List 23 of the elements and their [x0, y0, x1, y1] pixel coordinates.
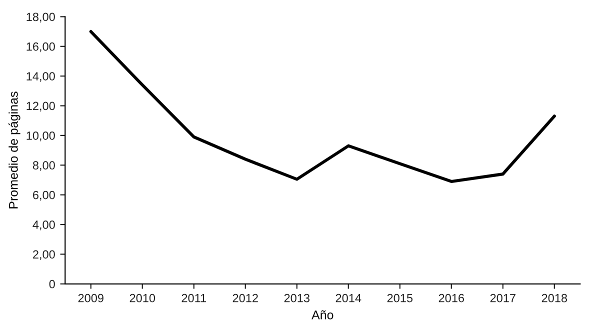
y-tick-label: 14,00 [26, 72, 55, 82]
y-axis-title: Promedio de páginas [8, 92, 20, 208]
x-tick-label: 2011 [182, 294, 206, 302]
x-tick-label: 2016 [438, 294, 464, 302]
y-tick-label: 12,00 [26, 102, 55, 112]
x-tick-label: 2013 [284, 294, 310, 302]
y-tick-label: 4,00 [32, 220, 55, 230]
x-tick-label: 2018 [542, 294, 568, 302]
y-tick-label: 10,00 [26, 131, 55, 142]
x-tick-label: 2009 [78, 294, 104, 302]
line-series [89, 30, 556, 184]
y-tick-label: 0 [49, 280, 55, 288]
x-tick-label: 2017 [490, 294, 516, 302]
y-tick-label: 16,00 [26, 42, 55, 52]
x-axis-title: Año [312, 310, 334, 320]
x-tick-label: 2010 [130, 294, 156, 302]
x-tick-label: 2014 [336, 294, 362, 302]
y-tick-label: 2,00 [33, 250, 55, 260]
x-tick-label: 2012 [232, 294, 258, 302]
y-tick-label: 18,00 [26, 12, 55, 22]
x-tick-label: 2015 [387, 294, 413, 302]
y-tick-label: 6,00 [33, 190, 55, 201]
y-tick-label: 8,00 [32, 161, 55, 171]
